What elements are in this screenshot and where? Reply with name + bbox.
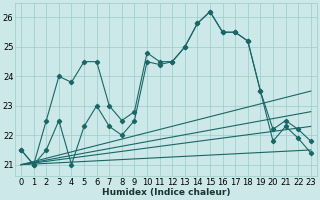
X-axis label: Humidex (Indice chaleur): Humidex (Indice chaleur) <box>102 188 230 197</box>
